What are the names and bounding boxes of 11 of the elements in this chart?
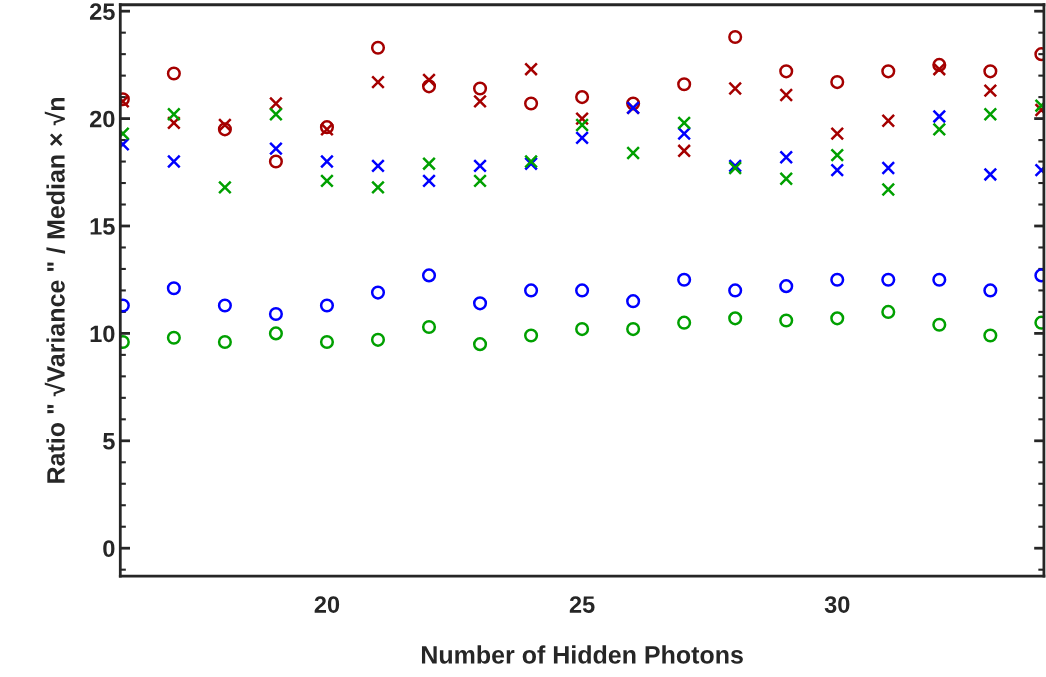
y-tick-label: 0 xyxy=(103,540,115,557)
y-tick-label: 25 xyxy=(89,3,115,20)
y-tick-label: 15 xyxy=(90,218,115,235)
y-axis-title: Ratio " √Variance " / Median × √n xyxy=(44,97,66,483)
y-tick-label: 10 xyxy=(90,325,115,343)
x-tick-label: 25 xyxy=(569,596,595,613)
y-tick-label: 20 xyxy=(89,110,115,128)
x-tick-label: 20 xyxy=(314,596,340,613)
x-tick-label: 30 xyxy=(824,596,850,613)
x-axis-title: Number of Hidden Photons xyxy=(421,645,743,664)
y-tick-label: 5 xyxy=(103,433,115,450)
